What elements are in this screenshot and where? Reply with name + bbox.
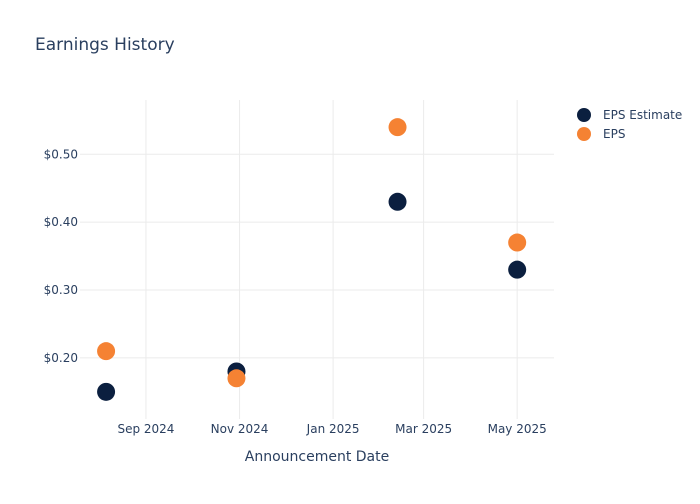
eps-point[interactable] [388,118,407,137]
x-axis-ticks: Sep 2024 Nov 2024 Jan 2025 Mar 2025 May 2025 [117,422,546,436]
eps-estimate-point[interactable] [97,382,116,401]
legend[interactable]: EPS Estimate EPS [577,108,682,141]
legend-marker [577,127,591,141]
eps-point[interactable] [227,369,246,388]
x-tick-label: Jan 2025 [306,422,360,436]
y-tick-label: $0.30 [44,283,78,297]
legend-marker [577,108,591,122]
legend-item-eps-estimate[interactable]: EPS Estimate [577,108,682,122]
y-tick-label: $0.20 [44,351,78,365]
legend-item-eps[interactable]: EPS [577,127,625,141]
legend-label: EPS Estimate [603,108,682,122]
eps-point[interactable] [97,342,116,361]
eps-estimate-point[interactable] [508,260,527,279]
legend-label: EPS [603,127,625,141]
chart-title: Earnings History [35,35,175,55]
y-tick-label: $0.40 [44,215,78,229]
y-tick-label: $0.50 [44,147,78,161]
eps-estimate-point[interactable] [388,192,407,211]
x-tick-label: Sep 2024 [117,422,174,436]
grid-layer [80,100,554,419]
x-tick-label: Nov 2024 [211,422,269,436]
x-axis-label: Announcement Date [245,449,389,465]
x-tick-label: May 2025 [488,422,547,436]
eps-point[interactable] [508,233,527,252]
x-tick-label: Mar 2025 [395,422,452,436]
data-points [97,118,527,401]
y-axis-ticks: $0.20 $0.30 $0.40 $0.50 [44,147,78,365]
